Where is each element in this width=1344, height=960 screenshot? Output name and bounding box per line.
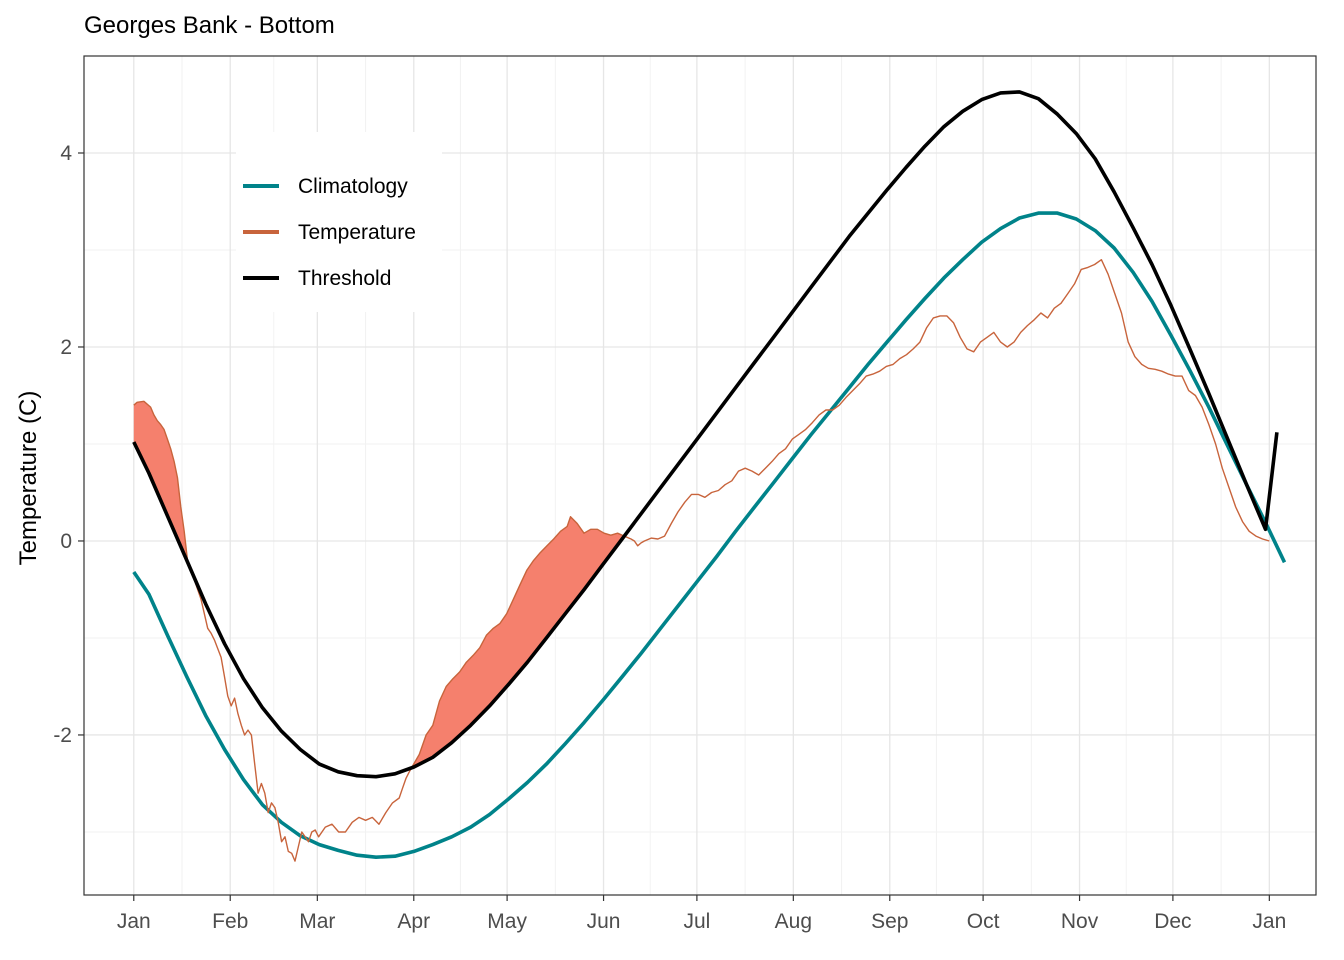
exceedance-area bbox=[133, 401, 190, 568]
legend-box bbox=[236, 132, 442, 312]
exceedance-shading bbox=[133, 401, 624, 768]
x-tick-label: Dec bbox=[1154, 910, 1191, 933]
legend-label-threshold: Threshold bbox=[298, 267, 391, 290]
x-tick-label: Jan bbox=[1252, 910, 1286, 933]
x-tick-label: Sep bbox=[871, 910, 908, 933]
x-tick-label: Feb bbox=[212, 910, 248, 933]
legend-label-temperature: Temperature bbox=[298, 221, 416, 244]
exceedance-area bbox=[412, 517, 624, 768]
x-tick-label: May bbox=[487, 910, 527, 933]
series-line-climatology bbox=[132, 211, 1287, 859]
grid-major bbox=[84, 56, 1316, 895]
y-tick-label: 2 bbox=[60, 336, 72, 359]
x-tick-label: Jan bbox=[117, 910, 151, 933]
x-tick-label: Aug bbox=[775, 910, 812, 933]
y-tick-label: 4 bbox=[60, 142, 72, 165]
x-tick-label: Nov bbox=[1061, 910, 1099, 933]
x-tick-label: Mar bbox=[299, 910, 335, 933]
legend-label-climatology: Climatology bbox=[298, 175, 408, 198]
x-tick-label: Apr bbox=[397, 910, 430, 933]
series-lines bbox=[132, 90, 1287, 862]
y-tick-label: -2 bbox=[53, 724, 72, 747]
y-axis-title: Temperature (C) bbox=[15, 391, 42, 566]
y-axis: -2 0 2 4 bbox=[53, 142, 84, 747]
series-line-temperature bbox=[133, 259, 1270, 862]
series-line-threshold bbox=[132, 90, 1279, 779]
x-tick-label: Oct bbox=[967, 910, 1000, 933]
x-tick-label: Jun bbox=[587, 910, 621, 933]
x-tick-label: Jul bbox=[683, 910, 710, 933]
panel-border bbox=[83, 55, 1317, 896]
y-tick-label: 0 bbox=[60, 530, 72, 553]
chart-title: Georges Bank - Bottom bbox=[84, 12, 335, 39]
x-axis: Jan Feb Mar Apr May Jun Jul Aug Sep Oct Nov Dec Jan bbox=[117, 895, 1286, 933]
legend: Climatology Temperature Threshold bbox=[236, 132, 442, 312]
